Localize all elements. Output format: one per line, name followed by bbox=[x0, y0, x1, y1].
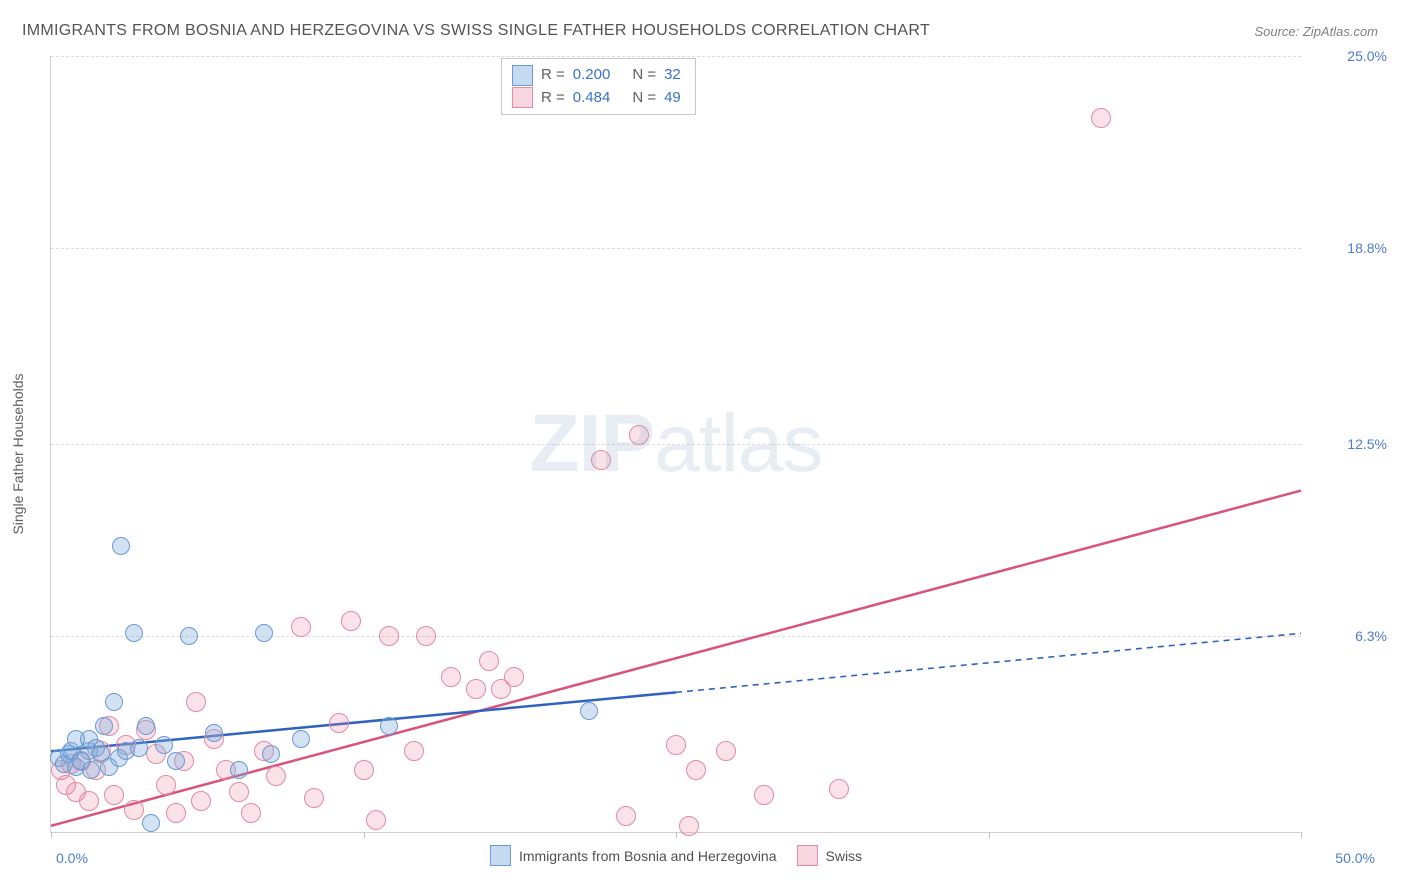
data-point bbox=[255, 624, 273, 642]
data-point bbox=[629, 425, 649, 445]
data-point bbox=[716, 741, 736, 761]
data-point bbox=[229, 782, 249, 802]
data-point bbox=[95, 717, 113, 735]
data-point bbox=[167, 752, 185, 770]
data-point bbox=[466, 679, 486, 699]
x-tick bbox=[1301, 832, 1302, 838]
data-point bbox=[504, 667, 524, 687]
correlation-legend: R =0.200N =32R =0.484N =49 bbox=[501, 58, 696, 115]
data-point bbox=[404, 741, 424, 761]
legend-swatch bbox=[490, 845, 511, 866]
data-point bbox=[266, 766, 286, 786]
series-legend: Immigrants from Bosnia and Herzegovina Sw… bbox=[490, 845, 862, 866]
data-point bbox=[166, 803, 186, 823]
x-axis-min-label: 0.0% bbox=[56, 850, 88, 866]
data-point bbox=[79, 791, 99, 811]
data-point bbox=[679, 816, 699, 836]
data-point bbox=[479, 651, 499, 671]
data-point bbox=[366, 810, 386, 830]
y-tick-label: 12.5% bbox=[1317, 436, 1387, 452]
data-point bbox=[191, 791, 211, 811]
data-point bbox=[262, 745, 280, 763]
data-point bbox=[125, 624, 143, 642]
data-point bbox=[380, 717, 398, 735]
data-point bbox=[82, 761, 100, 779]
legend-swatch bbox=[512, 87, 533, 108]
y-tick-label: 18.8% bbox=[1317, 240, 1387, 256]
x-axis-max-label: 50.0% bbox=[1335, 850, 1375, 866]
data-point bbox=[354, 760, 374, 780]
data-point bbox=[416, 626, 436, 646]
legend-item: Swiss bbox=[797, 845, 863, 866]
gridline bbox=[51, 248, 1301, 249]
data-point bbox=[754, 785, 774, 805]
data-point bbox=[155, 736, 173, 754]
legend-swatch bbox=[797, 845, 818, 866]
chart-title: IMMIGRANTS FROM BOSNIA AND HERZEGOVINA V… bbox=[22, 22, 930, 40]
data-point bbox=[205, 724, 223, 742]
legend-swatch bbox=[512, 65, 533, 86]
scatter-plot: ZIPatlas 6.3%12.5%18.8%25.0% R =0.200N =… bbox=[50, 56, 1301, 833]
y-tick-label: 25.0% bbox=[1317, 48, 1387, 64]
x-tick bbox=[364, 832, 365, 838]
data-point bbox=[112, 537, 130, 555]
gridline bbox=[51, 444, 1301, 445]
data-point bbox=[666, 735, 686, 755]
data-point bbox=[186, 692, 206, 712]
y-axis-label: Single Father Households bbox=[10, 373, 26, 534]
data-point bbox=[230, 761, 248, 779]
legend-row: R =0.484N =49 bbox=[512, 87, 681, 110]
x-tick bbox=[989, 832, 990, 838]
gridline bbox=[51, 636, 1301, 637]
data-point bbox=[329, 713, 349, 733]
data-point bbox=[180, 627, 198, 645]
data-point bbox=[124, 800, 144, 820]
legend-row: R =0.200N =32 bbox=[512, 64, 681, 87]
data-point bbox=[686, 760, 706, 780]
data-point bbox=[292, 730, 310, 748]
data-point bbox=[105, 693, 123, 711]
data-point bbox=[142, 814, 160, 832]
data-point bbox=[1091, 108, 1111, 128]
x-tick bbox=[676, 832, 677, 838]
data-point bbox=[104, 785, 124, 805]
legend-item: Immigrants from Bosnia and Herzegovina bbox=[490, 845, 777, 866]
x-tick bbox=[51, 832, 52, 838]
data-point bbox=[441, 667, 461, 687]
y-tick-label: 6.3% bbox=[1317, 628, 1387, 644]
data-point bbox=[616, 806, 636, 826]
data-point bbox=[241, 803, 261, 823]
data-point bbox=[341, 611, 361, 631]
data-point bbox=[304, 788, 324, 808]
data-point bbox=[591, 450, 611, 470]
data-point bbox=[291, 617, 311, 637]
data-point bbox=[580, 702, 598, 720]
data-point bbox=[130, 739, 148, 757]
data-point bbox=[137, 717, 155, 735]
source-label: Source: ZipAtlas.com bbox=[1254, 24, 1378, 39]
data-point bbox=[829, 779, 849, 799]
data-point bbox=[379, 626, 399, 646]
data-point bbox=[156, 775, 176, 795]
